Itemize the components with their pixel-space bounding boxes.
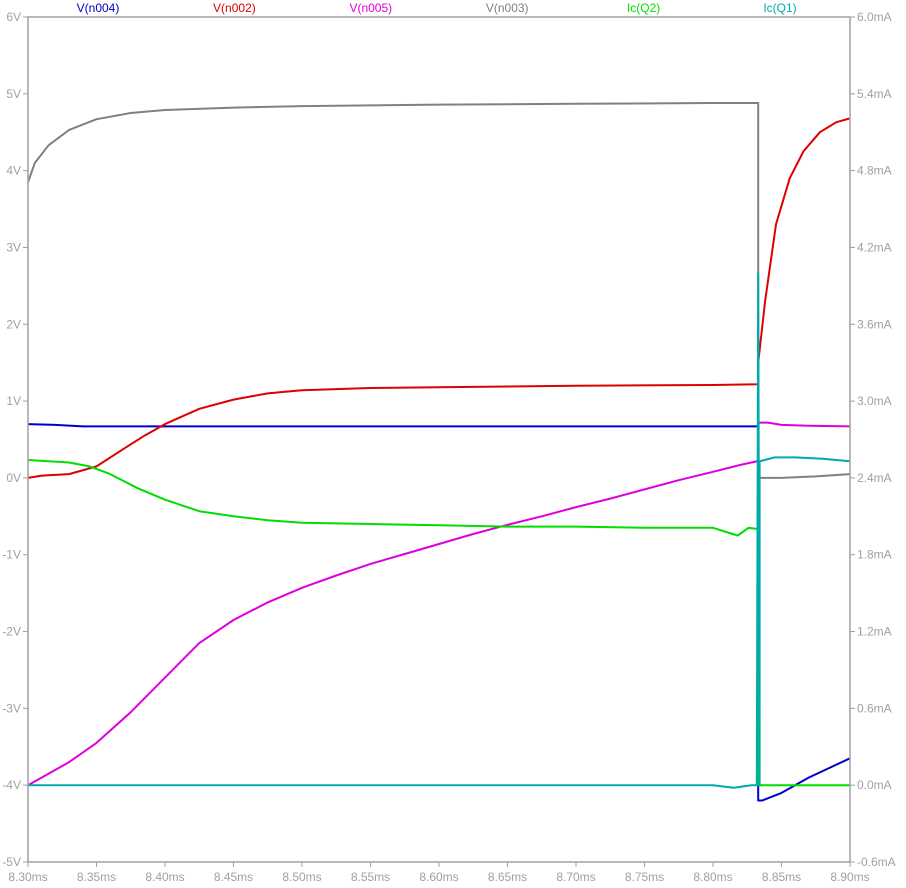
right-tick-label: 5.4mA (857, 87, 892, 101)
right-tick-label: 0.0mA (857, 778, 892, 792)
legend: V(n004) V(n002) V(n005) V(n003) Ic(Q2) Ic(Q1) (77, 1, 797, 15)
x-tick-label: 8.30ms (8, 870, 47, 884)
x-tick-label: 8.85ms (762, 870, 801, 884)
traces (27, 102, 851, 802)
right-tick-label: 4.8mA (857, 164, 892, 178)
left-tick-label: 1V (6, 394, 21, 408)
plot-frame (27, 16, 851, 863)
right-tick-label: 4.2mA (857, 240, 892, 254)
right-axis-ticks: 6.0mA 5.4mA 4.8mA 4.2mA 3.6mA 3.0mA 2.4mA 1.8mA… (850, 10, 896, 869)
right-tick-label: 1.8mA (857, 548, 892, 562)
x-tick-label: 8.75ms (625, 870, 664, 884)
trace-v-n003 (27, 102, 851, 479)
left-tick-label: -1V (2, 548, 21, 562)
left-tick-label: 3V (6, 240, 21, 254)
x-tick-label: 8.45ms (214, 870, 253, 884)
legend-ic-q1: Ic(Q1) (763, 1, 796, 15)
left-tick-label: 2V (6, 317, 21, 331)
trace-v-n002 (27, 117, 851, 479)
left-tick-label: -5V (2, 855, 21, 869)
legend-v-n002: V(n002) (213, 1, 256, 15)
x-tick-label: 8.35ms (77, 870, 116, 884)
left-tick-label: 0V (6, 471, 21, 485)
x-tick-label: 8.50ms (282, 870, 321, 884)
left-tick-label: 5V (6, 87, 21, 101)
x-axis-ticks: 8.30ms 8.35ms 8.40ms 8.45ms 8.50ms 8.55ms 8.60… (8, 862, 870, 884)
left-tick-label: 4V (6, 164, 21, 178)
x-tick-label: 8.60ms (419, 870, 458, 884)
x-tick-label: 8.70ms (556, 870, 595, 884)
x-tick-label: 8.55ms (351, 870, 390, 884)
right-tick-label: 3.0mA (857, 394, 892, 408)
left-tick-label: -3V (2, 701, 21, 715)
x-tick-label: 8.65ms (488, 870, 527, 884)
right-tick-label: 3.6mA (857, 317, 892, 331)
right-tick-label: 2.4mA (857, 471, 892, 485)
trace-ic-q1 (28, 272, 851, 789)
right-tick-label: 1.2mA (857, 625, 892, 639)
x-tick-label: 8.80ms (693, 870, 732, 884)
right-tick-label: 0.6mA (857, 701, 892, 715)
x-tick-label: 8.40ms (145, 870, 184, 884)
legend-ic-q2: Ic(Q2) (627, 1, 660, 15)
left-tick-label: -4V (2, 778, 21, 792)
legend-v-n003: V(n003) (486, 1, 529, 15)
legend-v-n004: V(n004) (77, 1, 120, 15)
right-tick-label: -0.6mA (857, 855, 896, 869)
trace-ic-q2 (27, 459, 850, 787)
left-tick-label: 6V (6, 10, 21, 24)
x-tick-label: 8.90ms (830, 870, 869, 884)
left-axis-ticks: 6V 5V 4V 3V 2V 1V 0V -1V -2V -3V -4V -5V (2, 10, 28, 869)
right-tick-label: 6.0mA (857, 10, 892, 24)
left-tick-label: -2V (2, 625, 21, 639)
legend-v-n005: V(n005) (349, 1, 392, 15)
